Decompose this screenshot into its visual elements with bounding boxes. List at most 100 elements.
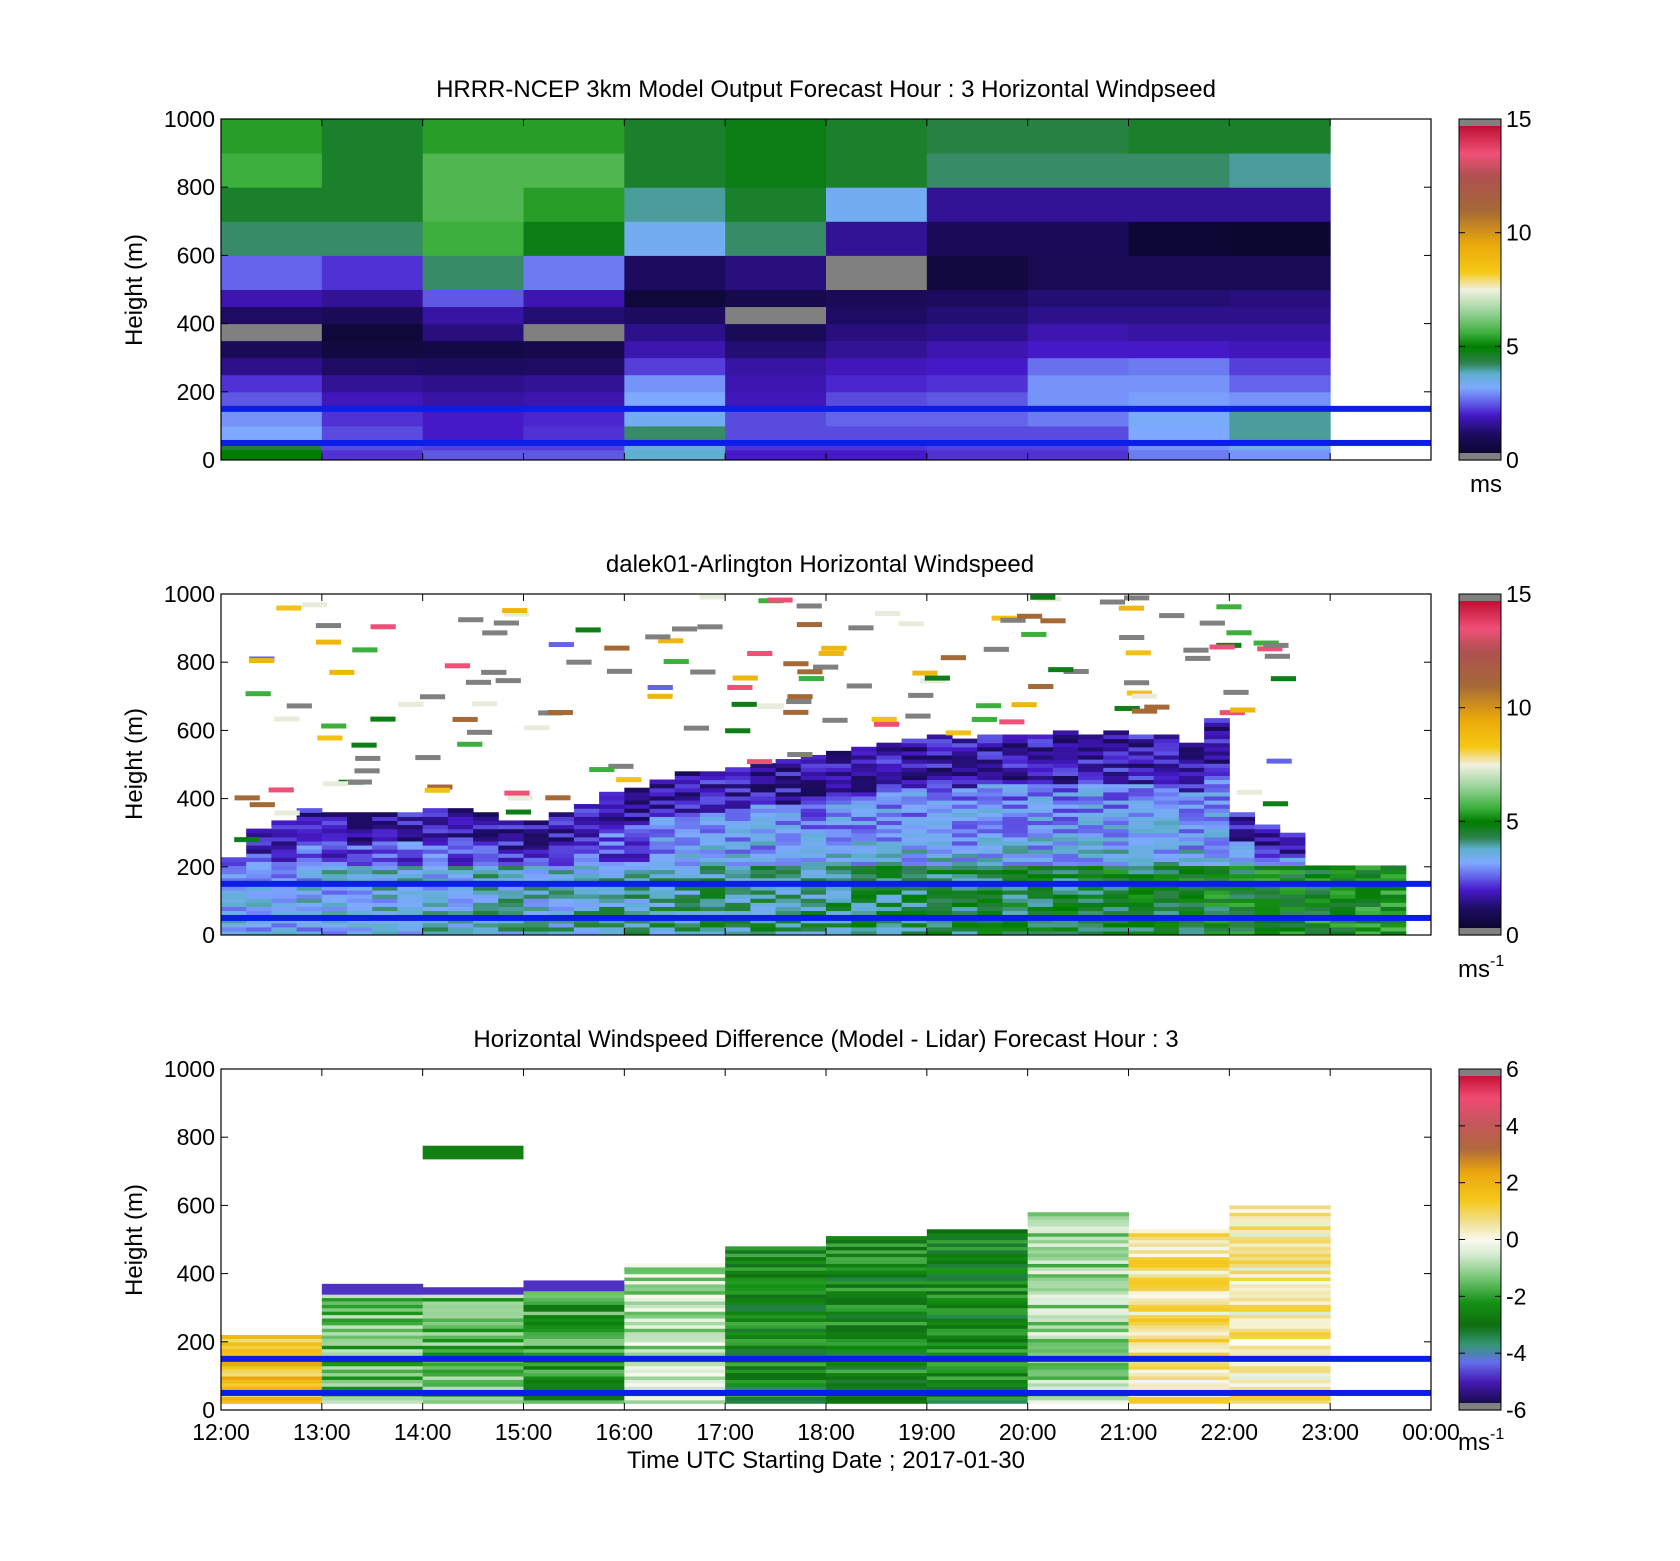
lidar-cell: [775, 795, 802, 801]
model-cell: [826, 408, 928, 427]
lidar-cell: [1027, 820, 1054, 826]
lidar-colorbar-swatch: [1459, 811, 1501, 815]
difference-cell: [624, 1277, 726, 1282]
lidar-cell: [876, 763, 903, 768]
lidar-cell: [826, 902, 852, 907]
lidar-cell: [498, 930, 524, 935]
lidar-cell: [750, 918, 777, 924]
lidar-cell: [926, 832, 953, 838]
difference-cell: [926, 1379, 1029, 1384]
lidar-scatter-return: [548, 642, 574, 648]
lidar-cell: [775, 759, 802, 764]
lidar-cell: [1355, 877, 1382, 883]
lidar-cell: [447, 910, 474, 916]
lidar-cell: [952, 779, 978, 785]
lidar-cell: [1078, 734, 1104, 740]
lidar-cell: [699, 894, 726, 899]
model-cell: [725, 391, 827, 410]
model-cell: [624, 340, 726, 359]
difference-colorbar-swatch: [1459, 1354, 1501, 1358]
lidar-cell: [548, 844, 575, 850]
lidar-cell: [826, 836, 852, 842]
lidar-cell: [1128, 824, 1155, 830]
lidar-cell: [347, 849, 373, 854]
lidar-cell: [523, 873, 550, 879]
lidar-cell: [624, 906, 651, 912]
difference-cell: [624, 1328, 726, 1333]
lidar-scatter-return: [783, 709, 809, 715]
lidar-cell: [750, 816, 777, 822]
lidar-cell: [573, 853, 600, 858]
model-cell: [523, 323, 625, 342]
difference-cell: [221, 1399, 323, 1404]
lidar-cell: [1279, 844, 1306, 850]
lidar-cell: [674, 869, 701, 875]
lidar-cell: [422, 820, 449, 826]
model-cell: [321, 425, 424, 441]
difference-cell: [725, 1341, 827, 1346]
lidar-cell: [674, 885, 701, 891]
model-colorbar-swatch: [1459, 244, 1501, 248]
difference-cell: [1027, 1372, 1129, 1377]
lidar-colorbar-swatch: [1459, 683, 1501, 687]
lidar-scatter-return: [1266, 758, 1292, 764]
lidar-cell: [447, 824, 474, 830]
lidar-cell: [1178, 885, 1205, 891]
model-cell: [926, 323, 1029, 342]
difference-cell: [1229, 1399, 1331, 1404]
difference-cell: [926, 1386, 1029, 1391]
lidar-cell: [977, 746, 1003, 752]
lidar-cell: [246, 869, 272, 875]
lidar-cell: [674, 824, 701, 830]
lidar-cell: [775, 902, 802, 907]
lidar-scatter-return: [1040, 618, 1066, 624]
model-cell: [422, 374, 524, 393]
lidar-cell: [901, 922, 928, 928]
model-cell: [826, 306, 928, 325]
lidar-cell: [1355, 926, 1382, 932]
lidar-cell: [977, 771, 1003, 777]
lidar-cell: [296, 824, 323, 830]
difference-colorbar-cap-bottom: [1459, 1403, 1501, 1410]
lidar-cell: [775, 894, 802, 899]
difference-colorbar-swatch: [1459, 1392, 1501, 1396]
model-cell: [1128, 391, 1230, 410]
lidar-cell: [851, 804, 877, 809]
difference-cell: [221, 1369, 323, 1374]
difference-cell: [826, 1236, 928, 1241]
lidar-scatter-return: [731, 701, 757, 707]
lidar-cell: [447, 853, 474, 858]
lidar-cell: [271, 889, 298, 895]
panel-lidar-title: dalek01-Arlington Horizontal Windspeed: [606, 551, 1034, 578]
model-cell: [1128, 289, 1230, 308]
lidar-cell: [674, 889, 701, 895]
lidar-scatter-return: [424, 787, 450, 793]
lidar-colorbar-swatch: [1459, 606, 1501, 610]
lidar-cell: [1153, 889, 1180, 895]
lidar-cell: [422, 885, 449, 891]
difference-cell: [1229, 1212, 1331, 1217]
lidar-cell: [397, 824, 424, 830]
model-cell: [926, 306, 1029, 325]
lidar-cell: [952, 799, 978, 805]
lidar-cell: [1078, 779, 1104, 785]
lidar-cell: [725, 885, 751, 891]
difference-colorbar-swatch: [1459, 1143, 1501, 1147]
lidar-cell: [649, 812, 676, 817]
difference-colorbar-swatch: [1459, 1358, 1501, 1362]
model-colorbar-swatch: [1459, 340, 1501, 344]
lidar-scatter-return: [1048, 667, 1074, 673]
lidar-cell: [876, 754, 903, 760]
lidar-cell: [1229, 844, 1256, 850]
lidar-cell: [851, 910, 877, 916]
lidar-scatter-return: [905, 713, 931, 719]
difference-cell: [926, 1304, 1029, 1309]
lidar-cell: [750, 894, 777, 899]
lidar-scatter-return: [427, 784, 453, 790]
difference-cell: [1229, 1311, 1331, 1316]
difference-cell: [826, 1369, 928, 1374]
model-colorbar-tick-label: 5: [1506, 333, 1519, 359]
difference-cell: [826, 1365, 928, 1370]
